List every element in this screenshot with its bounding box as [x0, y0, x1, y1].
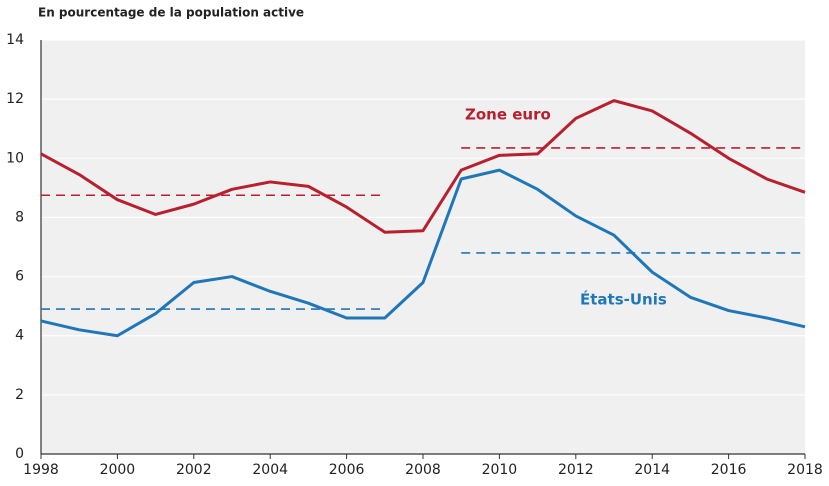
x-tick-label: 2016 — [711, 462, 747, 478]
y-tick-label: 0 — [15, 446, 24, 462]
y-tick-label: 14 — [6, 32, 24, 48]
x-tick-label: 2000 — [100, 462, 136, 478]
x-tick-label: 2018 — [787, 462, 823, 478]
series-line — [40, 168, 806, 338]
y-tick-label: 2 — [15, 387, 24, 403]
x-tick-label: 2014 — [634, 462, 670, 478]
y-tick-label: 6 — [15, 269, 24, 285]
x-tick-label: 2006 — [329, 462, 365, 478]
x-tick-label: 1998 — [23, 462, 59, 478]
series-label: Zone euro — [465, 106, 551, 124]
x-tick-label: 2004 — [252, 462, 288, 478]
series-label: États-Unis — [580, 290, 667, 309]
y-tick-label: 10 — [6, 150, 24, 166]
y-tick-label: 8 — [15, 209, 24, 225]
x-tick-label: 2002 — [176, 462, 212, 478]
chart-subtitle: En pourcentage de la population active — [38, 6, 304, 20]
plot-background — [41, 40, 805, 454]
x-tick-label: 2012 — [558, 462, 594, 478]
series-line — [40, 99, 806, 234]
x-tick-label: 2010 — [482, 462, 518, 478]
y-tick-label: 12 — [6, 91, 24, 107]
x-tick-label: 2008 — [405, 462, 441, 478]
y-tick-label: 4 — [15, 328, 24, 344]
